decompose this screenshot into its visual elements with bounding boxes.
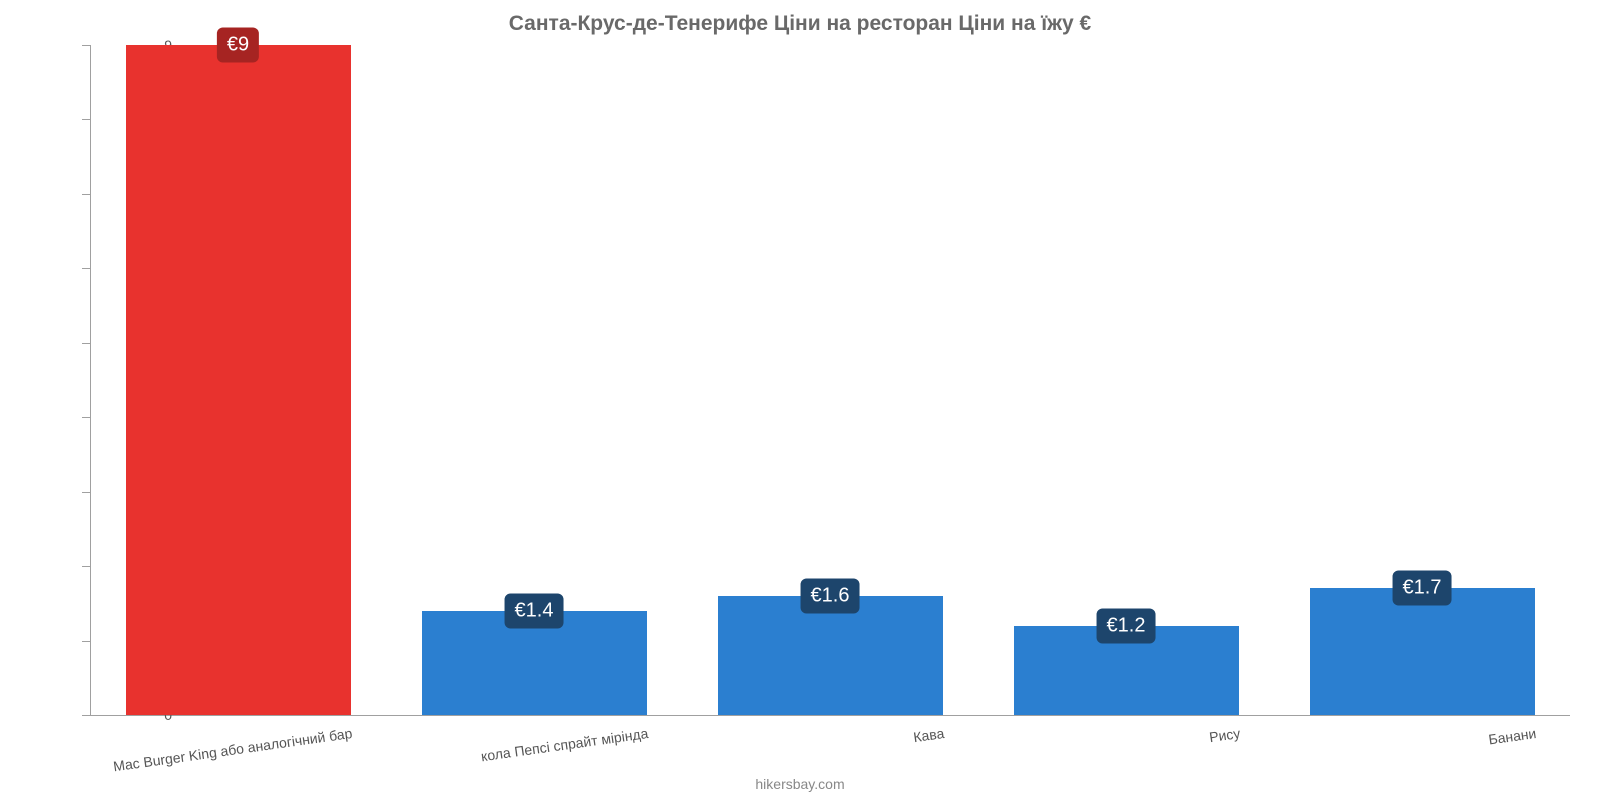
bar bbox=[718, 596, 943, 715]
value-badge: €9 bbox=[217, 28, 259, 63]
chart-container: Санта-Крус-де-Тенерифе Ціни на ресторан … bbox=[0, 10, 1600, 770]
x-axis bbox=[90, 715, 1570, 716]
plot-area: 0123456789€9Mac Burger King або аналогіч… bbox=[90, 45, 1570, 715]
chart-footer: hikersbay.com bbox=[0, 776, 1600, 792]
bar bbox=[1310, 588, 1535, 715]
value-badge: €1.7 bbox=[1393, 571, 1452, 606]
value-badge: €1.4 bbox=[505, 593, 564, 628]
value-badge: €1.2 bbox=[1097, 608, 1156, 643]
y-axis bbox=[90, 45, 91, 715]
bar bbox=[126, 45, 351, 715]
value-badge: €1.6 bbox=[801, 578, 860, 613]
